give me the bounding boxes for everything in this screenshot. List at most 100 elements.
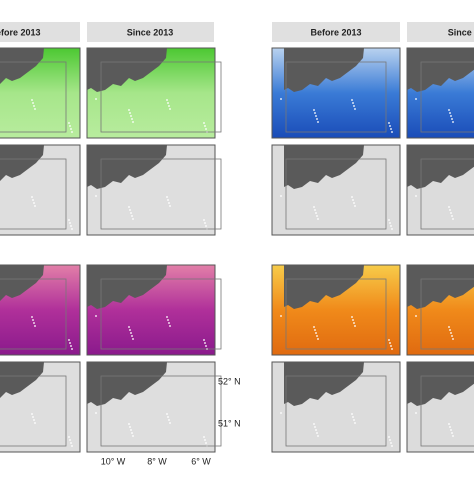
pixel-speck — [449, 426, 451, 428]
map-panel — [271, 144, 401, 236]
pixel-speck — [353, 322, 355, 324]
pixel-speck — [34, 422, 36, 424]
pixel-speck — [129, 112, 131, 114]
pixel-speck — [317, 218, 319, 220]
map-panels — [0, 47, 474, 453]
pixel-speck — [132, 338, 134, 340]
map-panel — [0, 264, 81, 356]
pixel-speck — [128, 206, 130, 208]
pixel-speck — [33, 322, 35, 324]
longitude-label: 10° W — [101, 456, 126, 466]
study-area — [420, 278, 474, 350]
pixel-speck — [204, 125, 206, 127]
pixel-speck — [314, 329, 316, 331]
pixel-speck — [95, 412, 97, 414]
pixel-speck — [34, 205, 36, 207]
map-panel — [406, 264, 474, 356]
pixel-speck — [314, 426, 316, 428]
pixel-speck — [315, 332, 317, 334]
pixel-speck — [351, 316, 353, 318]
latitude-label: 52° N — [218, 376, 241, 386]
study-area — [0, 375, 67, 447]
pixel-speck — [390, 345, 392, 347]
pixel-speck — [131, 118, 133, 120]
pixel-speck — [448, 423, 450, 425]
pixel-speck — [353, 202, 355, 204]
study-area — [285, 61, 387, 133]
header-strip — [272, 22, 400, 42]
pixel-speck — [129, 329, 131, 331]
pixel-speck — [388, 339, 390, 341]
map-panel — [406, 47, 474, 139]
pixel-speck — [169, 108, 171, 110]
pixel-speck — [203, 339, 205, 341]
pixel-speck — [68, 122, 70, 124]
latitude-label: 51° N — [218, 418, 241, 428]
pixel-speck — [34, 108, 36, 110]
pixel-speck — [415, 195, 417, 197]
pixel-speck — [204, 342, 206, 344]
pixel-speck — [132, 121, 134, 123]
pixel-speck — [95, 98, 97, 100]
pixel-speck — [451, 335, 453, 337]
pixel-speck — [388, 219, 390, 221]
pixel-speck — [168, 105, 170, 107]
pixel-speck — [317, 435, 319, 437]
pixel-speck — [315, 115, 317, 117]
pixel-speck — [351, 99, 353, 101]
study-area — [285, 278, 387, 350]
study-area — [285, 375, 387, 447]
pixel-speck — [167, 199, 169, 201]
pixel-speck — [415, 412, 417, 414]
pixel-speck — [128, 326, 130, 328]
map-panel — [86, 47, 222, 139]
pixel-speck — [169, 325, 171, 327]
pixel-speck — [130, 332, 132, 334]
pixel-speck — [131, 432, 133, 434]
pixel-speck — [314, 209, 316, 211]
pixel-speck — [388, 436, 390, 438]
pixel-speck — [128, 423, 130, 425]
pixel-speck — [168, 322, 170, 324]
study-area — [420, 158, 474, 230]
pixel-speck — [352, 102, 354, 104]
header-strip — [407, 22, 474, 42]
pixel-speck — [205, 345, 207, 347]
pixel-speck — [389, 439, 391, 441]
pixel-speck — [69, 342, 71, 344]
pixel-speck — [415, 315, 417, 317]
pixel-speck — [129, 209, 131, 211]
pixel-speck — [313, 326, 315, 328]
pixel-speck — [353, 419, 355, 421]
pixel-speck — [205, 442, 207, 444]
header-label: Since 2013 — [448, 27, 474, 37]
pixel-speck — [68, 219, 70, 221]
pixel-speck — [313, 109, 315, 111]
pixel-speck — [452, 435, 454, 437]
study-area — [100, 375, 222, 447]
pixel-speck — [317, 121, 319, 123]
map-panel — [86, 361, 222, 453]
pixel-speck — [353, 105, 355, 107]
pixel-speck — [130, 115, 132, 117]
pixel-speck — [391, 228, 393, 230]
pixel-speck — [451, 215, 453, 217]
pixel-speck — [203, 219, 205, 221]
pixel-speck — [450, 115, 452, 117]
header-label: Before 2013 — [0, 27, 41, 37]
pixel-speck — [354, 205, 356, 207]
pixel-speck — [69, 222, 71, 224]
study-area — [0, 61, 67, 133]
pixel-speck — [449, 329, 451, 331]
pixel-speck — [354, 108, 356, 110]
study-area — [100, 61, 222, 133]
pixel-speck — [448, 109, 450, 111]
pixel-speck — [95, 195, 97, 197]
study-area — [0, 158, 67, 230]
pixel-speck — [354, 422, 356, 424]
pixel-speck — [33, 105, 35, 107]
pixel-speck — [71, 445, 73, 447]
pixel-speck — [314, 112, 316, 114]
pixel-speck — [449, 209, 451, 211]
